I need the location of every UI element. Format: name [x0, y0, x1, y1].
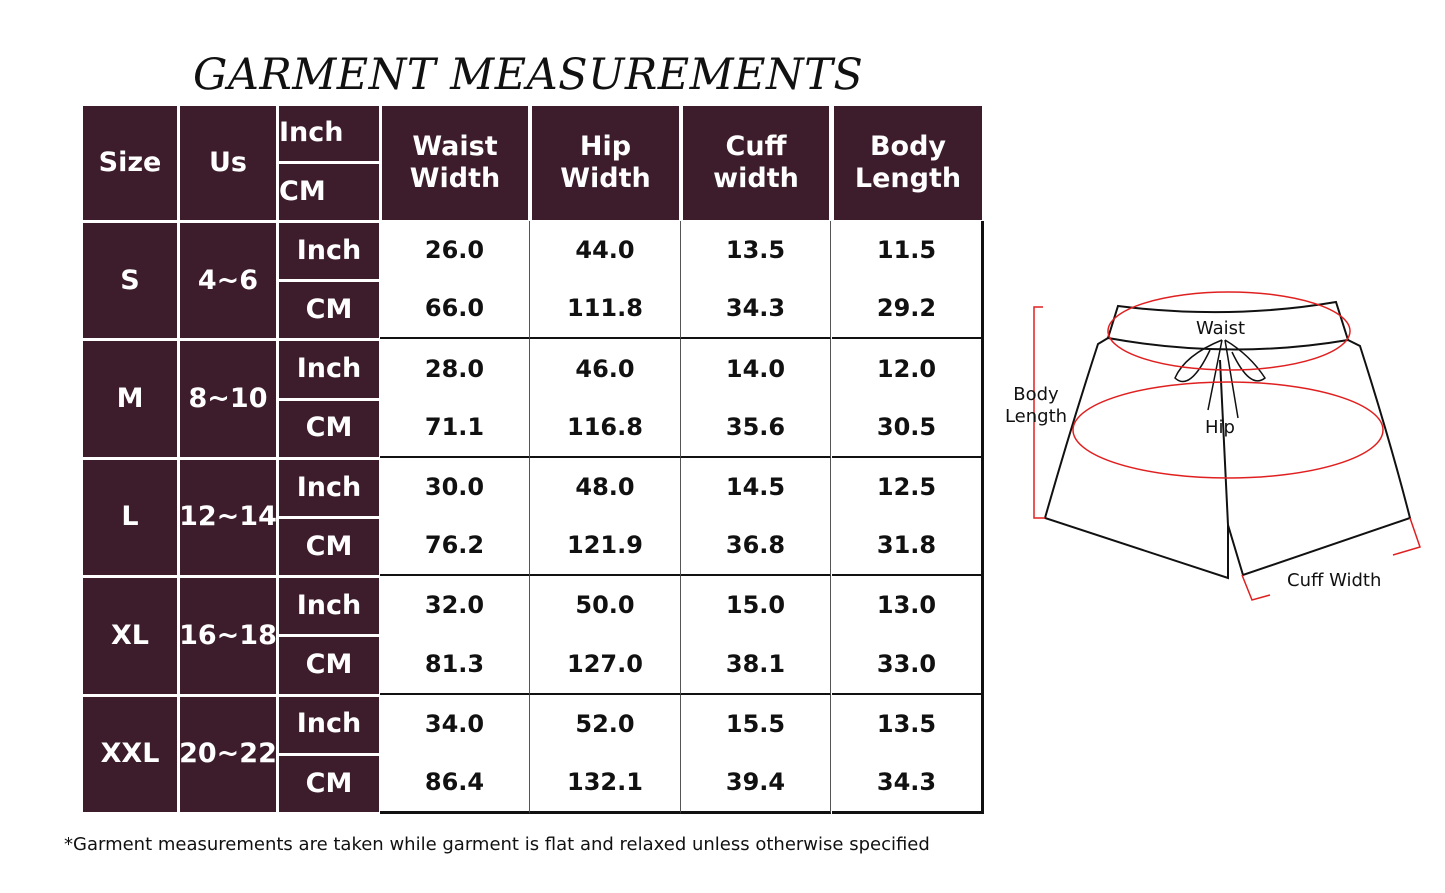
header-size: Size — [83, 106, 177, 220]
us-size-cell: 16~18 — [179, 578, 277, 694]
unit-cell: CM — [279, 400, 379, 457]
measurement-cell: 35.6 — [681, 398, 831, 459]
measurement-cell: 39.4 — [681, 753, 831, 814]
us-size-cell: 12~14 — [179, 459, 277, 576]
measurement-cell: 38.1 — [681, 635, 831, 696]
measurement-cell: 111.8 — [530, 280, 681, 341]
measurement-cell: 30.0 — [380, 457, 530, 518]
measurement-cell: 30.5 — [832, 398, 984, 459]
measurement-cell: 34.0 — [380, 694, 530, 755]
shorts-outline-right — [1219, 339, 1412, 577]
unit-cell: CM — [279, 519, 379, 576]
size-cell: XXL — [83, 696, 177, 812]
header-unit-cm: CM — [279, 164, 379, 220]
measurement-cell: 66.0 — [380, 280, 530, 341]
header-unit-inch: Inch — [279, 106, 379, 161]
measurement-cell: 32.0 — [380, 576, 530, 637]
measurement-cell: 44.0 — [530, 221, 681, 282]
measurement-cell: 29.2 — [832, 280, 984, 341]
unit-cell: Inch — [279, 223, 379, 280]
us-size-cell: 8~10 — [180, 341, 276, 457]
measurement-cell: 46.0 — [530, 339, 681, 400]
measurement-cell: 36.8 — [681, 517, 831, 578]
header-body: Body Length — [834, 106, 982, 220]
size-cell: XL — [83, 578, 177, 694]
drawstring — [1174, 339, 1267, 419]
unit-cell: CM — [279, 282, 379, 339]
unit-cell: Inch — [279, 341, 379, 398]
measurement-cell: 34.3 — [681, 280, 831, 341]
header-us: Us — [180, 106, 276, 220]
header-waist: Waist Width — [382, 106, 528, 220]
measurement-cell: 12.5 — [832, 457, 984, 518]
measurement-cell: 52.0 — [530, 694, 681, 755]
measurement-cell: 116.8 — [530, 398, 681, 459]
header-hip: Hip Width — [532, 106, 679, 220]
size-cell: L — [83, 459, 177, 576]
measurement-cell: 12.0 — [832, 339, 984, 400]
hip-label: Hip — [1205, 417, 1235, 438]
unit-cell: CM — [279, 755, 379, 812]
measurement-cell: 14.0 — [681, 339, 831, 400]
measurement-cell: 127.0 — [530, 635, 681, 696]
measurement-cell: 11.5 — [832, 221, 984, 282]
measurement-cell: 71.1 — [380, 398, 530, 459]
measurement-cell: 15.0 — [681, 576, 831, 637]
measurement-cell: 28.0 — [380, 339, 530, 400]
unit-cell: Inch — [279, 578, 379, 635]
measurement-cell: 14.5 — [681, 457, 831, 518]
measurement-cell: 121.9 — [530, 517, 681, 578]
measurement-cell: 26.0 — [380, 221, 530, 282]
size-cell: S — [83, 223, 177, 339]
measurement-cell: 34.3 — [832, 753, 984, 814]
body-length-label: Body Length — [1004, 384, 1068, 427]
measurement-cell: 50.0 — [530, 576, 681, 637]
size-cell: M — [83, 341, 177, 457]
shorts-outline-left — [1043, 337, 1229, 580]
measurement-cell: 132.1 — [530, 753, 681, 814]
measurement-cell: 76.2 — [380, 517, 530, 578]
footnote: *Garment measurements are taken while ga… — [64, 834, 930, 855]
measurement-cell: 13.5 — [832, 694, 984, 755]
us-size-cell: 20~22 — [179, 696, 277, 812]
measurement-cell: 48.0 — [530, 457, 681, 518]
header-cuff: Cuff width — [683, 106, 829, 220]
measurement-cell: 31.8 — [832, 517, 984, 578]
measurement-cell: 13.0 — [832, 576, 984, 637]
cuff-width-label: Cuff Width — [1287, 570, 1382, 591]
measurement-cell: 33.0 — [832, 635, 984, 696]
measurement-cell: 81.3 — [380, 635, 530, 696]
page-title: GARMENT MEASUREMENTS — [193, 50, 864, 100]
unit-cell: Inch — [279, 696, 379, 753]
unit-cell: CM — [279, 637, 379, 694]
measurement-cell: 13.5 — [681, 221, 831, 282]
measurement-cell: 86.4 — [380, 753, 530, 814]
us-size-cell: 4~6 — [180, 223, 276, 339]
waist-label: Waist — [1196, 318, 1246, 339]
unit-cell: Inch — [279, 459, 379, 516]
measurement-cell: 15.5 — [681, 694, 831, 755]
